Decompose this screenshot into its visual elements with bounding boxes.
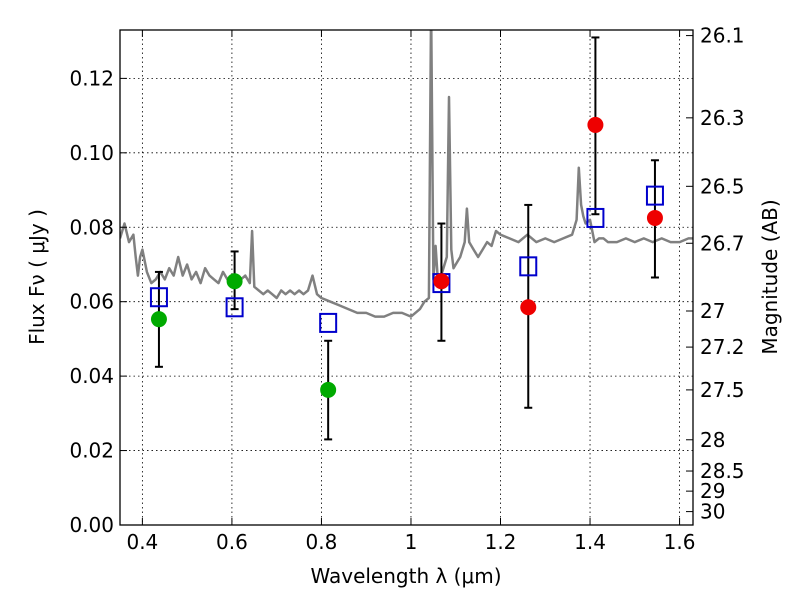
axis-ticks	[120, 30, 693, 526]
spectrum-line	[120, 30, 693, 318]
right-tick-label: 28	[700, 428, 725, 452]
right-tick-label: 26.3	[700, 106, 745, 130]
x-tick-label: 1.4	[574, 530, 606, 554]
model-point-square	[149, 287, 168, 308]
observed-point	[646, 209, 663, 226]
model-point-square	[225, 297, 244, 318]
right-axis-label: Magnitude (AB)	[758, 199, 782, 354]
x-axis-label: Wavelength λ (μm)	[310, 564, 501, 588]
model-point-square	[519, 256, 538, 277]
x-tick-label: 1	[405, 530, 418, 554]
observed-point	[226, 273, 243, 290]
plot-frame	[119, 29, 694, 526]
x-tick-label: 0.8	[306, 530, 338, 554]
right-tick-label: 27	[700, 299, 725, 323]
x-tick-label: 0.6	[216, 530, 248, 554]
observed-point	[587, 116, 604, 133]
y-tick-label: 0.08	[69, 215, 114, 239]
model-point-square	[586, 207, 605, 228]
observed-point	[320, 381, 337, 398]
y-tick-label: 0.12	[69, 66, 114, 90]
observed-point	[433, 273, 450, 290]
model-points-layer	[149, 185, 664, 333]
y-tick-label: 0.02	[69, 439, 114, 463]
right-tick-label: 27.2	[700, 335, 745, 359]
right-tick-label: 26.7	[700, 231, 745, 255]
y-tick-label: 0.06	[69, 290, 114, 314]
observed-points-layer	[150, 116, 663, 398]
errorbar-layer	[154, 36, 659, 441]
spectrum-layer	[120, 30, 693, 318]
right-tick-label: 28.5	[700, 459, 745, 483]
observed-point	[520, 299, 537, 316]
model-point-square	[319, 312, 338, 333]
x-tick-label: 1.2	[485, 530, 517, 554]
grid-lines	[120, 30, 693, 526]
y-tick-label: 0.00	[69, 513, 114, 537]
right-tick-label: 26.1	[700, 24, 745, 48]
right-tick-label: 30	[700, 500, 725, 524]
y-tick-labels: 0.00 0.02 0.04 0.06 0.08 0.10 0.12	[69, 66, 114, 537]
x-tick-label: 1.6	[664, 530, 696, 554]
right-tick-label: 27.5	[700, 378, 745, 402]
y-tick-label: 0.10	[69, 141, 114, 165]
x-tick-label: 0.4	[126, 530, 158, 554]
right-tick-label: 29	[700, 479, 725, 503]
right-tick-label: 26.5	[700, 174, 745, 198]
x-tick-labels: 0.4 0.6 0.8 1 1.2 1.4 1.6	[126, 530, 695, 554]
model-point-square	[645, 185, 664, 206]
y-axis-label: Flux Fν ( μJy )	[25, 209, 49, 345]
y-tick-label: 0.04	[69, 364, 114, 388]
observed-point	[150, 311, 167, 328]
